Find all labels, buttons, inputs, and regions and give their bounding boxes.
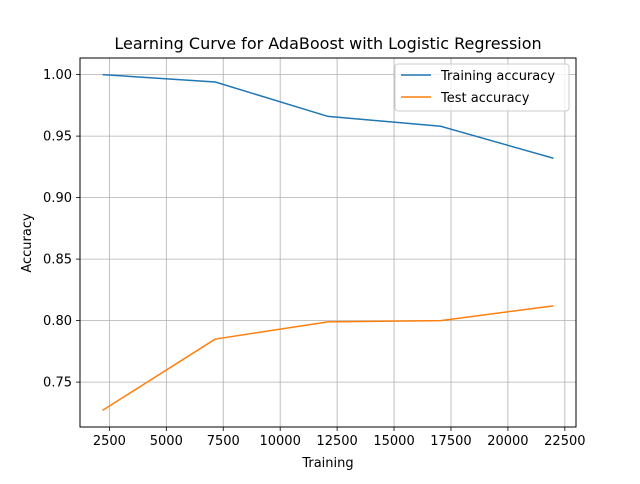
y-tick-label: 0.85 [43, 253, 72, 268]
legend-label-training: Training accuracy [440, 69, 555, 84]
y-tick-label: 0.95 [43, 130, 72, 145]
y-tick-label: 0.90 [43, 191, 72, 206]
y-axis-label: Accuracy [20, 213, 35, 273]
y-tick-label: 1.00 [43, 68, 72, 83]
x-tick-label: 15000 [373, 434, 414, 449]
x-tick-label: 17500 [430, 434, 471, 449]
chart-title: Learning Curve for AdaBoost with Logisti… [114, 34, 541, 53]
y-tick-label: 0.80 [43, 314, 72, 329]
x-tick-label: 2500 [93, 434, 126, 449]
x-tick-label: 7500 [207, 434, 240, 449]
x-tick-label: 10000 [259, 434, 300, 449]
x-axis-label: Training [301, 456, 353, 471]
y-tick-label: 0.75 [43, 376, 72, 391]
x-tick-label: 20000 [487, 434, 528, 449]
legend: Training accuracy Test accuracy [395, 64, 569, 111]
x-tick-label: 22500 [544, 434, 585, 449]
legend-label-test: Test accuracy [440, 91, 530, 106]
x-tick-label: 5000 [150, 434, 183, 449]
x-tick-label: 12500 [316, 434, 357, 449]
